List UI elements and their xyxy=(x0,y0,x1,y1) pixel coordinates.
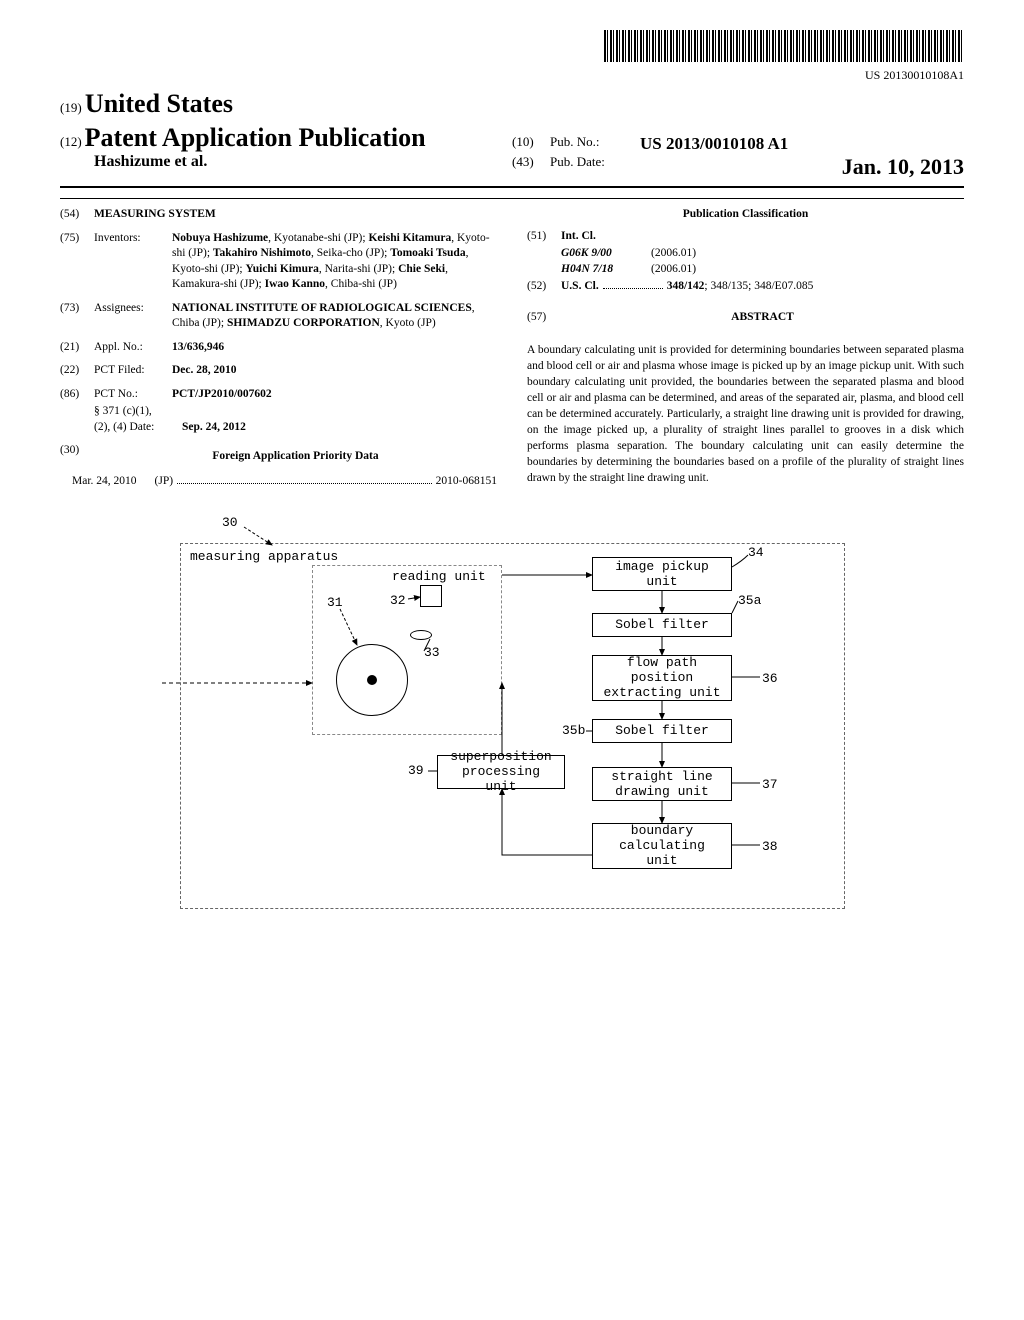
s371-date-label: (2), (4) Date: xyxy=(94,420,182,436)
pctfiled-label: PCT Filed: xyxy=(94,363,172,379)
block-sobel-a: Sobel filter xyxy=(592,613,732,637)
assignees-inid: (73) xyxy=(60,301,94,332)
dotfill-uscl xyxy=(603,277,663,289)
abstract-text: A boundary calculating unit is provided … xyxy=(527,342,964,487)
pubdate-label: Pub. Date: xyxy=(550,154,640,180)
priority-header: Foreign Application Priority Data xyxy=(94,449,497,465)
divider-thin-top xyxy=(60,198,964,199)
inventors-label: Inventors: xyxy=(94,231,172,293)
ref-35b: 35b xyxy=(562,723,585,738)
pubdate-value: Jan. 10, 2013 xyxy=(842,154,964,180)
applno-inid: (21) xyxy=(60,340,94,356)
doctype-inid: (12) xyxy=(60,134,82,149)
block-boundary: boundary calculating unit xyxy=(592,823,732,869)
divider-thick-top xyxy=(60,186,964,188)
ref-39: 39 xyxy=(408,763,424,778)
country-inid: (19) xyxy=(60,100,82,115)
pctno-label: PCT No.: xyxy=(94,387,172,403)
priority-inid: (30) xyxy=(60,443,94,471)
pubno-value: US 2013/0010108 A1 xyxy=(640,134,788,154)
uscl-label: U.S. Cl. xyxy=(561,279,599,295)
intcl-ver-0: (2006.01) xyxy=(651,246,696,262)
ref-36: 36 xyxy=(762,671,778,686)
pctno-inid: (86) xyxy=(60,387,94,403)
priority-number: 2010-068151 xyxy=(436,474,497,490)
pubno-inid: (10) xyxy=(512,134,550,154)
abstract-title: ABSTRACT xyxy=(561,310,964,326)
intcl-code-0: G06K 9/00 xyxy=(561,246,651,262)
barcode-pubnum: US 20130010108A1 xyxy=(60,68,964,83)
apparatus-label: measuring apparatus xyxy=(190,549,338,564)
ref-33: 33 xyxy=(424,645,440,660)
block-superposition: superposition processing unit xyxy=(437,755,565,789)
document-type: Patent Application Publication xyxy=(85,123,426,152)
dotfill xyxy=(177,473,432,485)
reading-unit-box xyxy=(312,565,502,735)
priority-date: Mar. 24, 2010 xyxy=(72,474,137,490)
assignees-label: Assignees: xyxy=(94,301,172,332)
country-name: United States xyxy=(85,89,233,118)
intcl-inid: (51) xyxy=(527,229,561,245)
reading-label: reading unit xyxy=(392,569,486,584)
pubclass-header: Publication Classification xyxy=(527,207,964,223)
pctfiled-inid: (22) xyxy=(60,363,94,379)
applno-label: Appl. No.: xyxy=(94,340,172,356)
ref-34: 34 xyxy=(748,545,764,560)
inventors-inid: (75) xyxy=(60,231,94,293)
intcl-ver-1: (2006.01) xyxy=(651,262,696,278)
intcl-label: Int. Cl. xyxy=(561,229,596,245)
pubno-label: Pub. No.: xyxy=(550,134,640,154)
lens-33 xyxy=(410,630,432,640)
ref-32: 32 xyxy=(390,593,406,608)
block-32 xyxy=(420,585,442,607)
ref-35a: 35a xyxy=(738,593,761,608)
invention-title: MEASURING SYSTEM xyxy=(94,207,216,223)
uscl-value: 348/142; 348/135; 348/E07.085 xyxy=(667,279,814,295)
ref-30: 30 xyxy=(222,515,238,530)
assignees-list: NATIONAL INSTITUTE OF RADIOLOGICAL SCIEN… xyxy=(172,301,497,332)
pubdate-inid: (43) xyxy=(512,154,550,180)
block-sobel-b: Sobel filter xyxy=(592,719,732,743)
ref-31: 31 xyxy=(327,595,343,610)
intcl-code-1: H04N 7/18 xyxy=(561,262,651,278)
priority-country: (JP) xyxy=(155,474,174,490)
disk-hub xyxy=(367,675,377,685)
block-image-pickup: image pickup unit xyxy=(592,557,732,591)
ref-37: 37 xyxy=(762,777,778,792)
barcode xyxy=(604,30,964,62)
block-straight-line: straight line drawing unit xyxy=(592,767,732,801)
s371-label: § 371 (c)(1), xyxy=(94,404,497,420)
uscl-inid: (52) xyxy=(527,279,561,295)
applno-value: 13/636,946 xyxy=(172,340,497,356)
pctno-value: PCT/JP2010/007602 xyxy=(172,387,497,403)
inventors-list: Nobuya Hashizume, Kyotanabe-shi (JP); Ke… xyxy=(172,231,497,293)
s371-date-value: Sep. 24, 2012 xyxy=(182,420,246,436)
authors: Hashizume et al. xyxy=(94,153,207,170)
ref-38: 38 xyxy=(762,839,778,854)
figure-diagram: 30 measuring apparatus reading unit 31 3… xyxy=(162,515,862,915)
title-inid: (54) xyxy=(60,207,94,223)
block-flow-path: flow path position extracting unit xyxy=(592,655,732,701)
pctfiled-value: Dec. 28, 2010 xyxy=(172,363,497,379)
abstract-inid: (57) xyxy=(527,310,561,326)
